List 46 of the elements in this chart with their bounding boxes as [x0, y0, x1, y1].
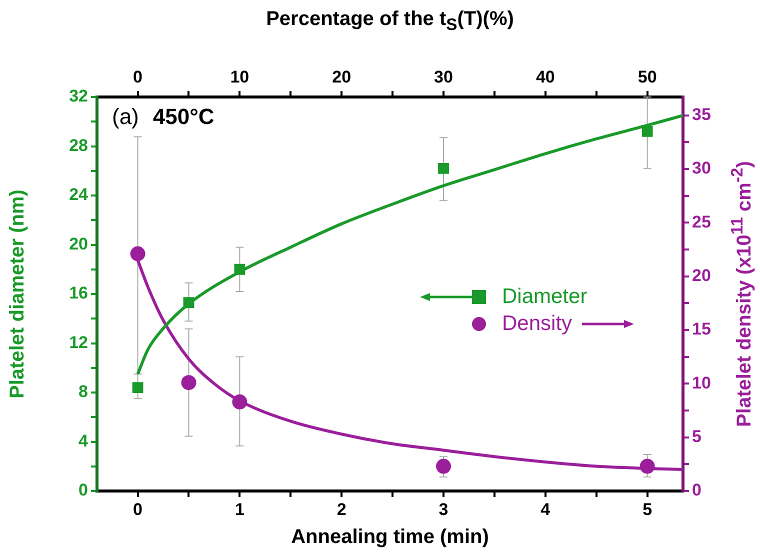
x2-axis-title: Percentage of the t$_{S}$(T)(%)	[266, 8, 514, 35]
y-tick-label: 24	[69, 185, 89, 204]
point	[438, 162, 449, 174]
x-axis-title: Annealing time (min)	[291, 526, 489, 549]
legend-label: Density	[502, 311, 572, 337]
x2-tick-label: 30	[434, 67, 453, 86]
annotation: 450°C	[152, 104, 214, 129]
x2-tick-label: 10	[230, 67, 250, 86]
y-tick-label: 20	[69, 234, 88, 254]
x-tick-label: 2	[336, 500, 346, 519]
y-tick-label: 12	[69, 332, 88, 352]
y2-tick-label: 0	[692, 480, 702, 500]
annotation: (a)	[112, 104, 139, 129]
y-tick-label: 8	[78, 382, 88, 402]
point	[181, 375, 196, 390]
legend-label: Diameter	[502, 284, 588, 310]
point	[436, 458, 452, 474]
x-tick-label: 1	[234, 500, 244, 519]
y-tick-label: 0	[78, 480, 88, 500]
y2-tick-label: 15	[692, 320, 711, 339]
x-tick-label: 0	[133, 500, 142, 519]
point	[234, 264, 246, 275]
y-tick-label: 4	[78, 431, 89, 450]
point	[642, 126, 653, 137]
x-tick-label: 5	[642, 500, 652, 519]
point	[130, 246, 146, 262]
x2-tick-label: 20	[332, 67, 352, 86]
point	[640, 458, 655, 474]
y2-tick-label: 35	[692, 104, 711, 124]
y2-tick-label: 10	[692, 373, 711, 392]
x2-tick-label: 40	[536, 67, 555, 86]
y-axis-title: Platelet diameter (nm)	[6, 190, 30, 398]
x2-tick-label: 50	[638, 67, 657, 86]
point	[232, 394, 248, 410]
x-tick-label: 4	[540, 500, 551, 519]
y-tick-label: 28	[69, 136, 88, 155]
x-tick-label: 3	[438, 500, 448, 519]
y2-tick-label: 30	[692, 158, 711, 178]
y-tick-label: 32	[69, 86, 88, 106]
y2-tick-label: 20	[692, 266, 711, 285]
point	[132, 382, 144, 394]
y2-tick-label: 25	[692, 212, 711, 232]
x2-tick-label: 0	[133, 67, 142, 86]
y2-tick-label: 5	[692, 427, 702, 446]
point	[183, 297, 194, 308]
y-tick-label: 16	[69, 284, 88, 303]
